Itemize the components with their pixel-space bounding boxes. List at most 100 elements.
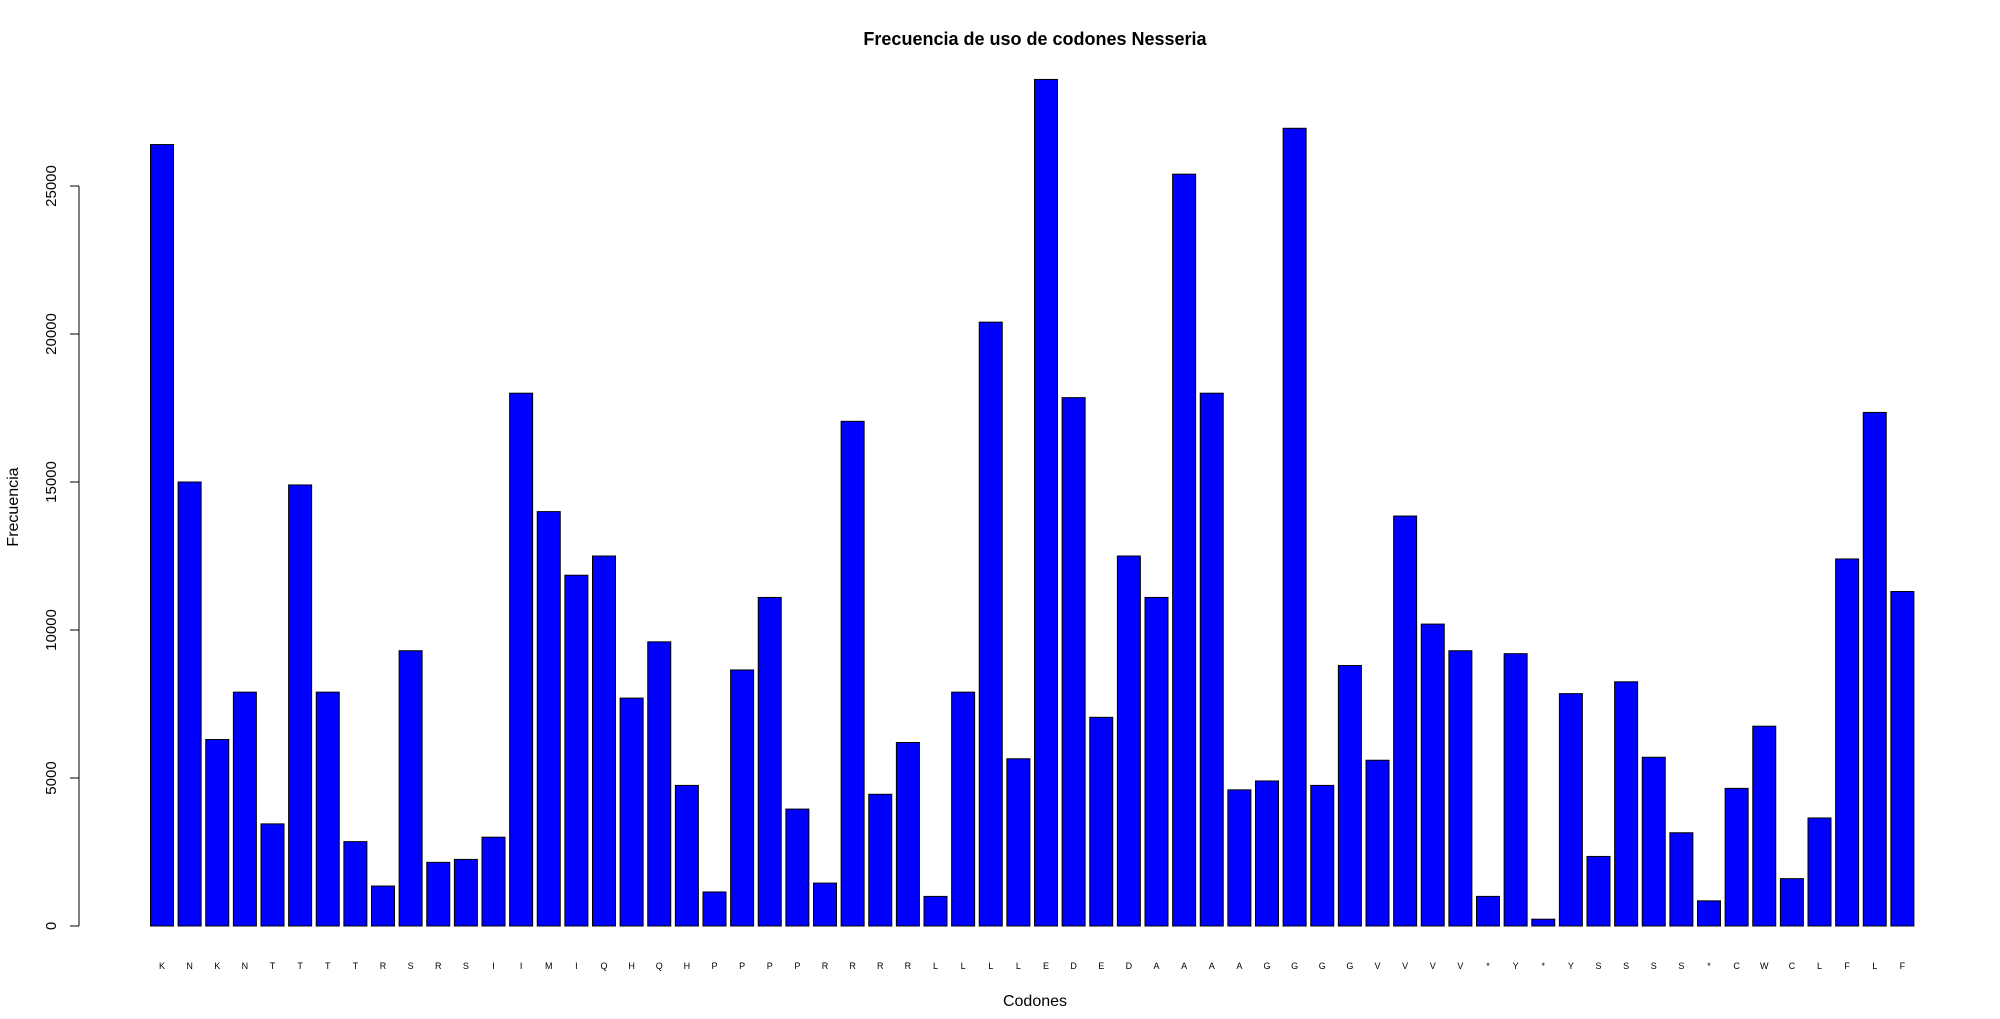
bar: [1476, 895, 1500, 927]
bar: [1199, 392, 1224, 927]
x-tick-label: G: [1263, 961, 1270, 971]
x-tick-label: *: [1707, 961, 1711, 971]
bar: [509, 392, 534, 927]
bar: [481, 836, 506, 927]
x-tick-label: V: [1430, 961, 1436, 971]
bar: [1752, 725, 1777, 927]
x-tick-label: T: [297, 961, 303, 971]
x-tick-label: G: [1346, 961, 1353, 971]
bar: [674, 784, 699, 927]
bars-group: [150, 78, 1915, 927]
x-tick-label: D: [1070, 961, 1077, 971]
y-axis-label: Frecuencia: [5, 467, 22, 546]
bar: [315, 691, 340, 927]
x-tick-label: L: [1817, 961, 1822, 971]
x-tick-label: S: [1595, 961, 1601, 971]
x-tick-label: Q: [600, 961, 607, 971]
x-tick-label: R: [849, 961, 856, 971]
x-tick-label: I: [492, 961, 495, 971]
x-tick-label: D: [1126, 961, 1133, 971]
y-tick-label: 25000: [43, 165, 60, 207]
bar: [260, 823, 285, 927]
y-tick-label: 5000: [43, 761, 60, 794]
x-tick-label: A: [1181, 961, 1187, 971]
bar: [757, 596, 782, 927]
x-tick-label: R: [822, 961, 829, 971]
bar: [1669, 832, 1694, 927]
x-tick-label: G: [1319, 961, 1326, 971]
y-tick-label: 0: [43, 922, 60, 930]
bar: [1227, 789, 1252, 927]
x-tick-label: P: [767, 961, 773, 971]
bar: [426, 861, 451, 927]
x-tick-label: A: [1153, 961, 1159, 971]
bar: [1807, 817, 1832, 927]
x-tick-label: C: [1789, 961, 1796, 971]
bar: [1614, 681, 1639, 927]
bar: [564, 574, 589, 927]
x-tick-label: H: [628, 961, 635, 971]
bar: [371, 885, 395, 927]
x-tick-label: R: [380, 961, 387, 971]
x-tick-label: E: [1043, 961, 1049, 971]
x-tick-label: R: [435, 961, 442, 971]
y-tick-label: 20000: [43, 313, 60, 355]
x-tick-label: S: [408, 961, 414, 971]
bar: [592, 555, 616, 927]
x-tick-label: *: [1541, 961, 1545, 971]
x-tick-label: R: [877, 961, 884, 971]
bar: [868, 793, 893, 927]
bar: [1448, 650, 1473, 927]
bar: [453, 858, 478, 927]
bar: [1282, 127, 1307, 927]
bar: [1835, 558, 1860, 927]
bar: [1724, 787, 1749, 927]
x-tick-label: *: [1486, 961, 1490, 971]
bar: [1116, 555, 1141, 927]
x-tick-label: V: [1457, 961, 1463, 971]
x-tick-label: F: [1900, 961, 1906, 971]
x-tick-label: L: [933, 961, 938, 971]
bar: [1393, 515, 1418, 927]
x-tick-label: Y: [1568, 961, 1574, 971]
bar: [951, 691, 976, 927]
bar: [1697, 900, 1721, 927]
y-tick-label: 15000: [43, 461, 60, 503]
x-tick-label: I: [520, 961, 523, 971]
bar: [1558, 693, 1583, 927]
x-tick-label: H: [684, 961, 691, 971]
bar: [1144, 596, 1169, 927]
bar: [647, 641, 672, 927]
x-tick-label: P: [711, 961, 717, 971]
x-tick-label: T: [325, 961, 331, 971]
bar: [785, 808, 810, 927]
x-tick-label: S: [1678, 961, 1684, 971]
bar: [1310, 784, 1335, 927]
y-tick-label: 10000: [43, 609, 60, 651]
x-tick-label: S: [1623, 961, 1629, 971]
bar: [1337, 665, 1362, 927]
bar: [840, 420, 865, 927]
bar: [619, 697, 644, 927]
x-tick-label: L: [1872, 961, 1877, 971]
bar: [205, 739, 230, 927]
bar: [232, 691, 257, 927]
bar: [1641, 756, 1666, 927]
x-tick-label: L: [961, 961, 966, 971]
bar: [1420, 623, 1445, 927]
bar: [1503, 653, 1528, 927]
x-tick-label: R: [905, 961, 912, 971]
x-tick-label: S: [1651, 961, 1657, 971]
x-tick-label: A: [1209, 961, 1215, 971]
x-tick-label: K: [159, 961, 165, 971]
bar: [150, 144, 174, 927]
bar: [1172, 173, 1197, 927]
x-tick-label: Q: [656, 961, 663, 971]
x-tick-label: G: [1291, 961, 1298, 971]
x-tick-label: M: [545, 961, 553, 971]
bar: [1586, 855, 1611, 927]
bar: [1034, 78, 1058, 927]
bar: [1531, 918, 1556, 927]
x-tick-label: V: [1374, 961, 1380, 971]
x-tick-label: N: [242, 961, 249, 971]
